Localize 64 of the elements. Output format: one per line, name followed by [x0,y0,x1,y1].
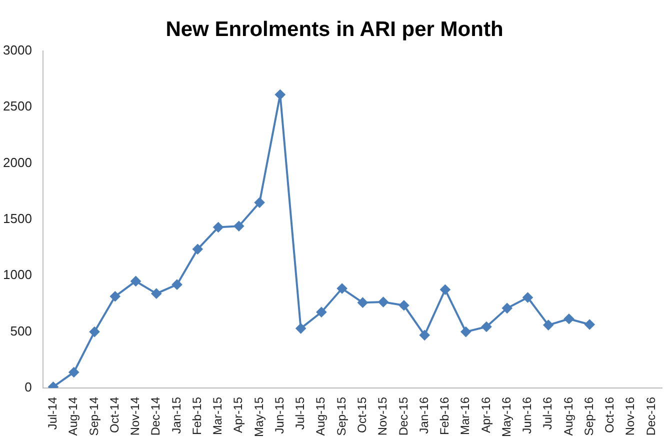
y-tick-label: 500 [10,323,32,338]
point [275,90,286,100]
x-tick-label: Feb-15 [190,396,204,436]
y-tick-label: 1500 [3,210,32,226]
x-tick-label: Jan-16 [416,396,431,434]
point [481,322,492,332]
y-tick-label: 0 [24,380,32,395]
point [110,291,120,302]
point [234,221,244,232]
point [172,280,182,290]
point [192,244,203,254]
x-tick-label: Jan-15 [169,396,184,434]
y-tick-label: 1000 [3,267,32,282]
point [584,319,595,330]
x-tick-label: Sep-16 [582,396,596,436]
x-tick-label: Jun-15 [272,396,286,434]
x-tick-label: Apr-16 [478,396,493,434]
x-tick-label: Sep-14 [86,396,101,436]
x-tick-label: Mar-15 [210,396,225,435]
point [254,198,265,208]
x-tick-label: Oct-14 [107,396,122,433]
point [440,284,450,295]
x-tick-label: Oct-16 [602,396,617,433]
point [522,292,533,303]
x-tick-label: Aug-15 [314,396,328,436]
x-tick-label: Jun-16 [520,396,534,434]
point [130,276,141,286]
x-tick-label: Feb-16 [438,396,452,436]
point [378,297,388,308]
point [543,320,554,330]
point [502,303,512,314]
x-tick-label: Apr-15 [231,396,246,434]
x-tick-label: Jul-15 [293,396,308,430]
x-tick-label: Nov-16 [623,396,638,436]
point [213,222,224,232]
y-tick-label: 2000 [3,154,32,170]
x-tick-label: Aug-16 [561,396,576,436]
x-tick-label: Nov-14 [128,396,142,436]
y-tick-label: 3000 [3,42,32,58]
y-tick-label: 2500 [3,98,32,114]
point [337,284,348,294]
x-tick-label: Mar-16 [458,396,472,435]
x-tick-label: Jul-14 [46,396,60,430]
x-tick-label: Aug-14 [66,396,80,436]
chart-title: New Enrolments in ARI per Month [164,18,504,42]
point [89,326,100,337]
x-tick-label: May-16 [499,396,514,437]
point [460,326,471,337]
point [564,314,574,324]
point [398,300,409,310]
x-tick-label: Dec-15 [396,396,410,436]
point [358,298,368,308]
x-tick-label: Dec-16 [644,396,658,436]
x-tick-label: Nov-15 [376,396,390,436]
x-tick-label: Oct-15 [354,396,369,433]
point [316,307,326,318]
point [151,288,162,299]
x-tick-label: Sep-15 [334,396,348,436]
point [68,367,79,378]
point [420,330,430,340]
x-tick-label: May-15 [252,396,266,437]
x-tick-label: Dec-14 [148,396,163,436]
x-tick-label: Jul-16 [540,396,555,430]
point [296,323,306,334]
